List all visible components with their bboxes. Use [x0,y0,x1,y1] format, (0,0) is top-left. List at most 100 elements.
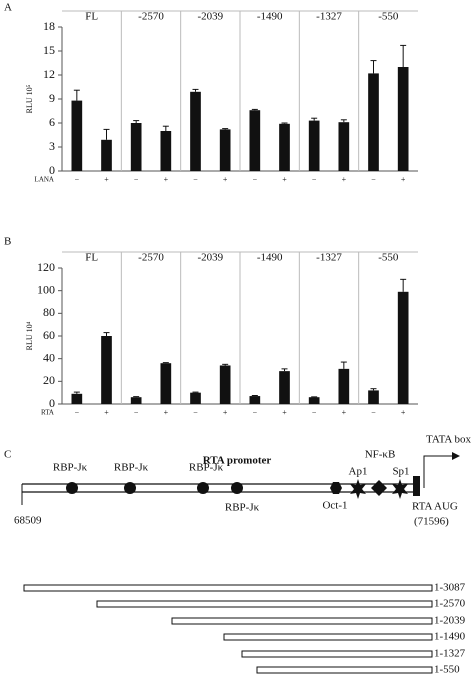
y-tick-label: 3 [49,139,55,153]
tata-box [413,476,420,496]
start-label: 68509 [14,515,42,527]
x-tick-label: + [401,175,406,184]
bar [249,396,261,404]
group-label: -550 [378,252,399,264]
y-axis-label: RLU 10⁵ [25,84,34,113]
bar [368,73,379,171]
x-tick-label: − [134,175,139,184]
bar [101,336,112,404]
x-tick-label: − [253,175,258,184]
x-tick-label: + [342,175,347,184]
diagram-title: RTA promoter [203,455,272,467]
construct-label: 1-2570 [434,598,466,610]
construct-label: 1-2039 [434,615,466,627]
bar [308,120,320,171]
x-tick-label: − [253,408,258,417]
bar [219,129,231,171]
bar [249,110,261,171]
rbpj-site [231,482,243,494]
bar [397,291,409,404]
nfkb-site [371,480,387,496]
y-tick-label: 80 [43,305,55,319]
x-tick-label: + [282,175,287,184]
site-label: NF-κB [365,449,396,461]
group-label: FL [85,11,98,23]
bar [279,371,290,404]
y-tick-label: 20 [43,373,55,387]
site-label: TATA box [426,434,471,446]
panel-letter: C [4,449,11,461]
construct-bar [23,584,433,592]
x-tick-label: − [75,408,80,417]
bar [308,397,320,404]
bar [190,392,201,404]
construct-bar [96,600,433,608]
construct-label: 1-3087 [434,582,466,594]
construct-label: 1-550 [434,664,460,676]
bar [160,131,172,171]
construct-bar [223,633,433,641]
x-tick-label: − [134,408,139,417]
rbpj-site [66,482,78,494]
construct-label: 1-1327 [434,648,466,660]
bar [279,123,290,171]
ap1-site [350,479,366,499]
bar [368,390,379,404]
x-tick-label: − [312,175,317,184]
site-label: RBP-Jκ [53,462,88,474]
group-label: -2039 [197,11,223,23]
group-label: -1327 [316,252,342,264]
x-tick-label: − [371,175,376,184]
construct-bar [241,650,433,658]
x-tick-label: + [282,408,287,417]
treatment-label: LANA [35,176,54,184]
y-tick-label: 40 [43,350,55,364]
bar [160,363,172,404]
bar [101,139,112,171]
x-tick-label: + [342,408,347,417]
y-tick-label: 15 [43,43,55,57]
treatment-label: RTA [41,409,54,417]
y-tick-label: 120 [37,260,55,274]
end-label: (71596) [414,516,449,528]
x-tick-label: + [223,175,228,184]
group-label: -2570 [138,11,164,23]
group-label: -1490 [257,252,283,264]
y-tick-label: 12 [43,67,55,81]
x-tick-label: − [75,175,80,184]
x-tick-label: + [223,408,228,417]
y-tick-label: 60 [43,328,55,342]
bar [130,123,142,171]
construct-label: 1-1490 [434,631,466,643]
y-tick-label: 9 [49,91,55,105]
bar [130,397,142,404]
rbpj-site [197,482,209,494]
construct-bar [171,617,433,625]
bar [71,393,83,404]
group-label: -1327 [316,11,342,23]
construct-bar [256,666,433,674]
y-tick-label: 0 [49,163,55,177]
x-tick-label: − [371,408,376,417]
group-label: -2570 [138,252,164,264]
site-label: Sp1 [392,466,409,478]
panel-letter: A [4,2,12,14]
end-label: RTA AUG [412,501,458,513]
bar [338,368,350,404]
sp1-site [392,479,408,499]
panel-letter: B [4,236,11,248]
site-label: Oct-1 [322,500,347,512]
group-label: -2039 [197,252,223,264]
x-tick-label: − [193,408,198,417]
x-tick-label: + [104,408,109,417]
transcription-arrow [423,455,452,488]
site-label: RBP-Jκ [225,502,260,514]
site-label: RBP-Jκ [189,462,224,474]
arrow-head [452,452,460,460]
x-tick-label: + [164,408,169,417]
x-tick-label: − [312,408,317,417]
group-label: -550 [378,11,399,23]
x-tick-label: + [164,175,169,184]
group-label: FL [85,252,98,264]
